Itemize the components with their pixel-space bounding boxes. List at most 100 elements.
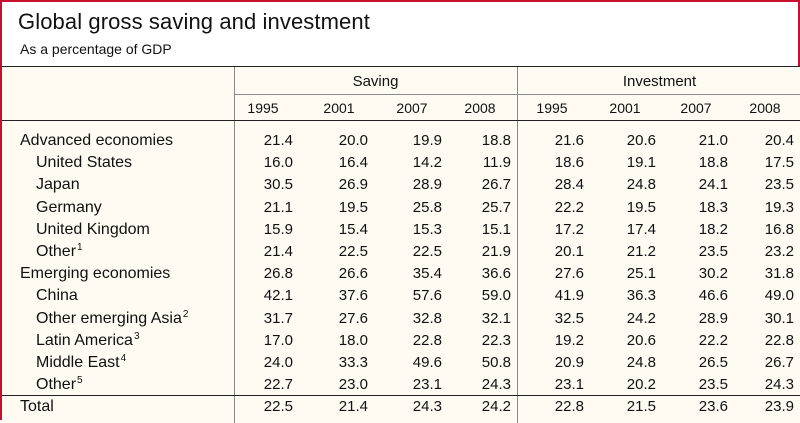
saving-value-cell: 22.8 <box>412 332 442 349</box>
saving-value-cell: 15.9 <box>263 221 293 238</box>
saving-value-cell: 42.1 <box>263 287 293 304</box>
row-label-text: China <box>36 287 78 304</box>
investment-value-cell: 20.6 <box>626 132 656 149</box>
saving-value-cell: 16.0 <box>263 154 293 171</box>
total-row-rule <box>2 395 800 396</box>
row-label: Other emerging Asia2 <box>36 308 188 330</box>
saving-value-cell: 30.5 <box>263 176 293 193</box>
investment-value-cell: 30.2 <box>698 265 728 282</box>
investment-value-cell: 25.1 <box>626 265 656 282</box>
saving-value-cell: 11.9 <box>482 154 511 171</box>
investment-value-cell: 22.2 <box>554 199 584 216</box>
saving-value-cell: 21.4 <box>263 243 293 260</box>
saving-value-cell: 18.0 <box>338 332 368 349</box>
saving-value-cell: 22.5 <box>412 243 442 260</box>
row-label: Other5 <box>36 374 83 396</box>
saving-value-cell: 33.3 <box>338 354 368 371</box>
divider-saving-investment <box>517 67 518 423</box>
investment-value-cell: 21.6 <box>554 132 584 149</box>
saving-value-cell: 26.8 <box>263 265 293 282</box>
saving-value-cell: 21.4 <box>338 398 368 415</box>
saving-value-cell: 22.5 <box>263 398 293 415</box>
investment-value-cell: 24.3 <box>764 376 794 393</box>
investment-value-cell: 23.6 <box>698 398 728 415</box>
saving-value-cell: 17.0 <box>263 332 293 349</box>
investment-value-cell: 41.9 <box>554 287 584 304</box>
saving-value-cell: 22.5 <box>338 243 368 260</box>
saving-value-cell: 24.3 <box>412 398 442 415</box>
group-header-0: Saving <box>352 73 399 90</box>
row-label-text: Other <box>36 243 77 260</box>
investment-value-cell: 20.9 <box>554 354 584 371</box>
investment-value-cell: 22.2 <box>698 332 728 349</box>
saving-value-cell: 25.8 <box>412 199 442 216</box>
saving-value-cell: 36.6 <box>481 265 511 282</box>
investment-value-cell: 21.0 <box>698 132 728 149</box>
investment-value-cell: 19.3 <box>764 199 794 216</box>
saving-value-cell: 57.6 <box>412 287 442 304</box>
row-label-text: United Kingdom <box>36 221 150 238</box>
footnote-marker: 2 <box>182 308 189 320</box>
row-label-text: United States <box>36 154 133 171</box>
saving-value-cell: 25.7 <box>481 199 511 216</box>
year-header: 2007 <box>396 100 428 116</box>
investment-value-cell: 26.7 <box>764 354 794 371</box>
investment-value-cell: 23.1 <box>554 376 584 393</box>
investment-value-cell: 28.9 <box>698 310 728 327</box>
saving-value-cell: 23.0 <box>338 376 368 393</box>
row-label: United States <box>36 152 132 174</box>
saving-value-cell: 21.1 <box>263 199 293 216</box>
investment-value-cell: 17.5 <box>764 154 794 171</box>
divider-label-column <box>234 67 235 423</box>
row-label: United Kingdom <box>36 219 150 241</box>
row-label-text: Other emerging Asia <box>36 310 182 327</box>
row-label: Middle East4 <box>36 352 126 374</box>
investment-value-cell: 21.5 <box>626 398 656 415</box>
saving-value-cell: 26.9 <box>338 176 368 193</box>
row-label: Emerging economies <box>20 263 170 285</box>
saving-value-cell: 32.1 <box>481 310 511 327</box>
saving-value-cell: 26.7 <box>481 176 511 193</box>
saving-value-cell: 19.5 <box>338 199 368 216</box>
investment-value-cell: 16.8 <box>764 221 794 238</box>
investment-value-cell: 18.3 <box>698 199 728 216</box>
footnote-marker: 3 <box>133 330 140 342</box>
data-table: Saving Investment 1995 2001 2007 2008 1995 2001… <box>2 66 800 423</box>
investment-value-cell: 19.1 <box>626 154 656 171</box>
footnote-marker: 1 <box>77 241 83 253</box>
year-header: 2001 <box>609 100 641 116</box>
saving-value-cell: 22.3 <box>481 332 511 349</box>
investment-value-cell: 24.1 <box>698 176 728 193</box>
investment-value-cell: 24.8 <box>626 176 656 193</box>
footnote-marker: 4 <box>120 352 127 364</box>
row-label: Other1 <box>36 241 83 263</box>
saving-value-cell: 35.4 <box>412 265 442 282</box>
saving-value-cell: 28.9 <box>412 176 442 193</box>
page-subtitle: As a percentage of GDP <box>20 41 172 57</box>
saving-value-cell: 15.1 <box>481 221 511 238</box>
investment-value-cell: 32.5 <box>554 310 584 327</box>
investment-value-cell: 18.8 <box>698 154 728 171</box>
investment-value-cell: 18.2 <box>698 221 728 238</box>
investment-value-cell: 46.6 <box>698 287 728 304</box>
saving-value-cell: 59.0 <box>481 287 511 304</box>
saving-value-cell: 49.6 <box>412 354 442 371</box>
investment-value-cell: 22.8 <box>764 332 794 349</box>
investment-value-cell: 19.5 <box>626 199 656 216</box>
saving-value-cell: 37.6 <box>338 287 368 304</box>
year-header: 1995 <box>247 100 279 116</box>
saving-value-cell: 27.6 <box>338 310 368 327</box>
investment-value-cell: 23.5 <box>698 376 728 393</box>
investment-value-cell: 20.4 <box>764 132 794 149</box>
investment-value-cell: 20.6 <box>626 332 656 349</box>
row-label: Japan <box>36 174 80 196</box>
investment-value-cell: 30.1 <box>764 310 794 327</box>
group-header-1: Investment <box>622 73 697 90</box>
investment-value-cell: 49.0 <box>764 287 794 304</box>
investment-value-cell: 17.2 <box>554 221 584 238</box>
investment-value-cell: 31.8 <box>764 265 794 282</box>
saving-value-cell: 24.0 <box>263 354 293 371</box>
row-label-text: Advanced economies <box>20 132 173 149</box>
footnote-marker: 5 <box>77 374 83 386</box>
